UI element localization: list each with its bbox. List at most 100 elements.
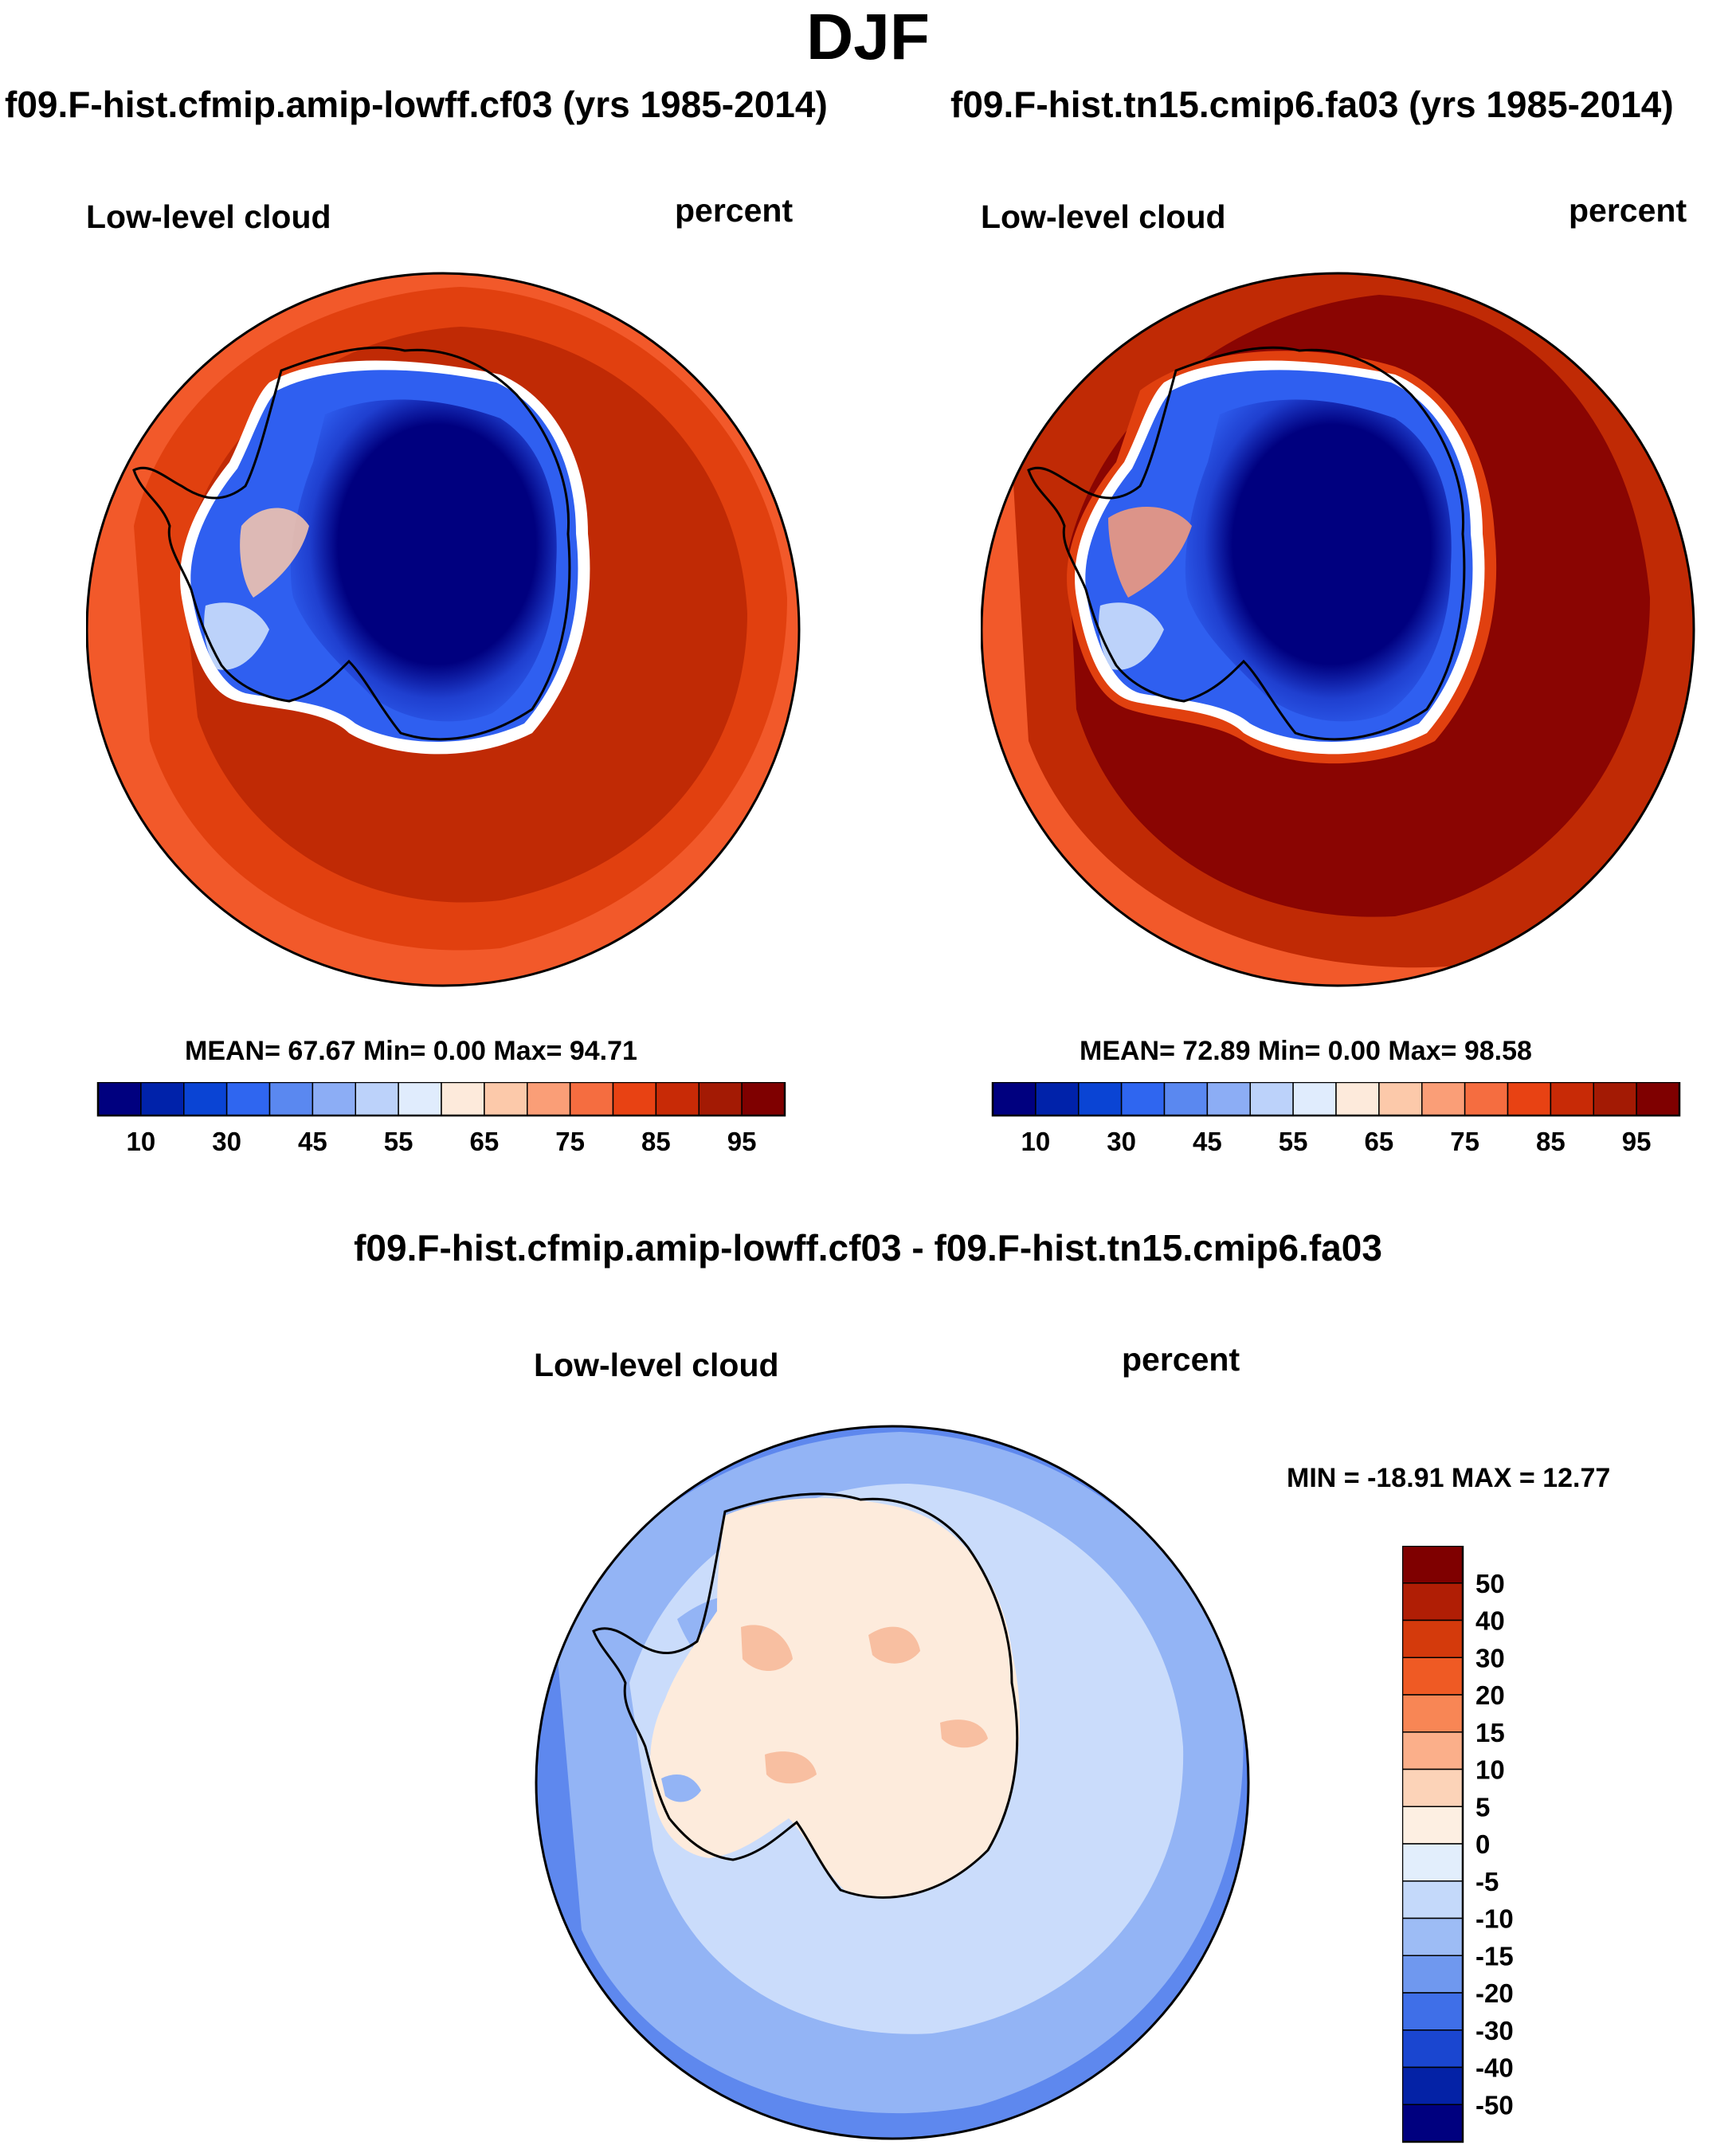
colorbar-1-swatch-13 bbox=[655, 1082, 699, 1116]
colorbar-3-tick-label: 30 bbox=[1475, 1643, 1505, 1672]
colorbar-2-swatch-9 bbox=[1378, 1082, 1423, 1116]
map-boundary bbox=[981, 272, 1695, 987]
colorbar-3-swatch-14 bbox=[1402, 2066, 1464, 2105]
colorbar-3-tick-label: -50 bbox=[1475, 2090, 1514, 2120]
colorbar-1-swatch-3 bbox=[225, 1082, 271, 1116]
colorbar-1-swatch-14 bbox=[698, 1082, 743, 1116]
colorbar-3-swatch-7 bbox=[1402, 1806, 1464, 1845]
colorbar-3-tick-label: 50 bbox=[1475, 1569, 1505, 1598]
colorbar-3-tick-label: -5 bbox=[1475, 1867, 1499, 1896]
colorbar-3-swatch-8 bbox=[1402, 1843, 1464, 1882]
colorbar-2-tick-label: 55 bbox=[1279, 1127, 1308, 1156]
colorbar-1-swatch-9 bbox=[484, 1082, 528, 1116]
panel-1-units: percent bbox=[675, 192, 794, 229]
colorbar-2-swatch-13 bbox=[1550, 1082, 1594, 1116]
colorbar-1-swatch-11 bbox=[569, 1082, 614, 1116]
colorbar-3-swatch-11 bbox=[1402, 1955, 1464, 1994]
diff-warm-patch-4 bbox=[765, 1751, 817, 1784]
ice-sheet-core bbox=[290, 399, 557, 722]
colorbar-2-swatch-4 bbox=[1163, 1082, 1209, 1116]
panel-1-map bbox=[86, 272, 801, 987]
colorbar-3-swatch-2 bbox=[1402, 1619, 1464, 1658]
colorbar-2-swatch-7 bbox=[1292, 1082, 1337, 1116]
figure-title: DJF bbox=[806, 1, 930, 73]
colorbar-1-tick-label: 45 bbox=[298, 1127, 327, 1156]
colorbar-2-tick-label: 30 bbox=[1107, 1127, 1136, 1156]
colorbar-2-swatch-8 bbox=[1335, 1082, 1380, 1116]
colorbar-1-swatch-5 bbox=[312, 1082, 356, 1116]
colorbar-1-tick-label: 55 bbox=[384, 1127, 413, 1156]
colorbar-1-swatch-12 bbox=[612, 1082, 657, 1116]
colorbar-2-swatch-5 bbox=[1206, 1082, 1251, 1116]
colorbar-3-swatch-10 bbox=[1402, 1917, 1464, 1956]
colorbar-3-swatch-4 bbox=[1402, 1694, 1464, 1733]
diff-warm-patch-2 bbox=[868, 1626, 920, 1664]
colorbar-2-tick-label: 10 bbox=[1021, 1127, 1051, 1156]
colorbar-2-tick-label: 45 bbox=[1193, 1127, 1222, 1156]
antarctica-coastline bbox=[592, 1492, 1019, 1899]
colorbar-2-tick-label: 65 bbox=[1365, 1127, 1394, 1156]
colorbar-1-frame bbox=[96, 1082, 786, 1117]
colorbar-2-swatch-10 bbox=[1421, 1082, 1466, 1116]
colorbar-3-tick-label: 5 bbox=[1475, 1792, 1490, 1821]
panel-1-title: f09.F-hist.cfmip.amip-lowff.cf03 (yrs 19… bbox=[5, 84, 828, 125]
colorbar-1-tick-label: 10 bbox=[127, 1127, 156, 1156]
colorbar-3-tick-label: 0 bbox=[1475, 1829, 1490, 1859]
colorbar-1-swatch-8 bbox=[441, 1082, 485, 1116]
colorbar-1-tick-label: 30 bbox=[212, 1127, 241, 1156]
colorbar-3-swatch-0 bbox=[1402, 1546, 1464, 1584]
map-boundary bbox=[535, 1425, 1250, 2140]
panel-2-units: percent bbox=[1569, 192, 1687, 229]
colorbar-2-swatch-6 bbox=[1249, 1082, 1294, 1116]
diff-warm-patch-1 bbox=[741, 1625, 793, 1671]
panel-2-stats: MEAN= 72.89 Min= 0.00 Max= 98.58 bbox=[1080, 1036, 1532, 1066]
colorbar-3-tick-label: 20 bbox=[1475, 1680, 1505, 1710]
colorbar-1-swatch-10 bbox=[527, 1082, 571, 1116]
colorbar-3-swatch-9 bbox=[1402, 1880, 1464, 1920]
peninsula-warm-patch bbox=[1108, 507, 1192, 598]
antarctica-coastline bbox=[1027, 346, 1466, 741]
colorbar-3-tick-label: -20 bbox=[1475, 1978, 1514, 2008]
colorbar-1-swatch-15 bbox=[741, 1082, 786, 1116]
colorbar-2-frame bbox=[991, 1082, 1681, 1117]
colorbar-2-tick-label: 75 bbox=[1450, 1127, 1479, 1156]
colorbar-2-swatch-2 bbox=[1078, 1082, 1123, 1116]
panel-3-units: percent bbox=[1122, 1341, 1240, 1378]
panel-3-variable: Low-level cloud bbox=[534, 1347, 779, 1383]
colorbar-3-swatch-12 bbox=[1402, 1992, 1464, 2031]
colorbar-3-swatch-5 bbox=[1402, 1731, 1464, 1771]
panel-1-colorbar: 10 30 45 55 65 75 85 95 bbox=[96, 1082, 786, 1156]
colorbar-1-swatch-6 bbox=[355, 1082, 399, 1116]
colorbar-1-tick-label: 85 bbox=[641, 1127, 671, 1156]
colorbar-3-tick-label: 15 bbox=[1475, 1718, 1505, 1747]
colorbar-1-swatch-4 bbox=[268, 1082, 314, 1116]
colorbar-3-frame bbox=[1402, 1546, 1464, 2143]
colorbar-3-swatch-15 bbox=[1402, 2104, 1464, 2143]
colorbar-3-swatch-1 bbox=[1402, 1582, 1464, 1621]
colorbar-2-swatch-14 bbox=[1593, 1082, 1637, 1116]
colorbar-3-tick-label: 10 bbox=[1475, 1755, 1505, 1785]
colorbar-3-tick-label: -10 bbox=[1475, 1904, 1514, 1934]
ice-sheet-core bbox=[1185, 399, 1452, 722]
colorbar-2-tick-label: 85 bbox=[1536, 1127, 1566, 1156]
diff-warm-patch-3 bbox=[940, 1720, 988, 1748]
panel-2-colorbar: 10 30 45 55 65 75 85 95 bbox=[991, 1082, 1681, 1156]
colorbar-2-swatch-1 bbox=[1035, 1082, 1080, 1116]
colorbar-1-tick-label: 95 bbox=[727, 1127, 757, 1156]
ross-sea-light-patch bbox=[1099, 602, 1164, 670]
panel-1-variable: Low-level cloud bbox=[86, 198, 331, 235]
colorbar-3-swatch-6 bbox=[1402, 1768, 1464, 1807]
panel-2-map bbox=[981, 272, 1695, 987]
colorbar-1-tick-label: 65 bbox=[470, 1127, 500, 1156]
colorbar-3-swatch-13 bbox=[1402, 2029, 1464, 2069]
diff-continent-fill bbox=[649, 1498, 1020, 1898]
colorbar-3-tick-label: -30 bbox=[1475, 2016, 1514, 2045]
diff-cool-patch-ross bbox=[661, 1774, 701, 1802]
panel-2-title: f09.F-hist.tn15.cmip6.fa03 (yrs 1985-201… bbox=[950, 84, 1674, 125]
panel-3-stats: MIN = -18.91 MAX = 12.77 bbox=[1287, 1463, 1611, 1493]
colorbar-2-swatch-0 bbox=[992, 1082, 1037, 1116]
colorbar-2-swatch-11 bbox=[1464, 1082, 1509, 1116]
colorbar-3-tick-label: -40 bbox=[1475, 2053, 1514, 2083]
panel-2-variable: Low-level cloud bbox=[981, 198, 1226, 235]
